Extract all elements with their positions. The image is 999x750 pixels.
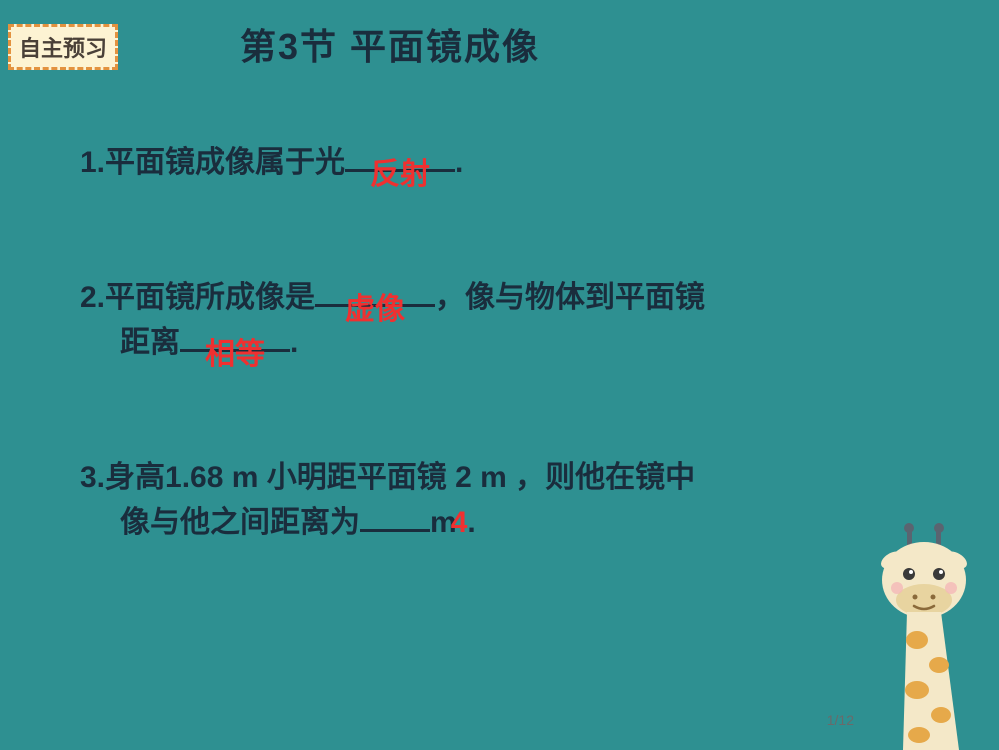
q2-line2-pre: 距离 [120,326,180,359]
badge-label: 自主预习 [19,36,107,61]
q3-answer: 4 [451,506,468,539]
q3-pre: 3.身高1.68 m 小明距平面镜 2 m ，则他在镜中 [80,461,695,494]
q2-mid: ，像与物体到平面镜 [435,281,705,314]
q2-post: . [290,326,298,359]
slide-title: 第3节 平面镜成像 [240,18,540,70]
q3-blank [360,529,430,532]
question-1: 1.平面镜成像属于光. 反射 [80,140,939,185]
question-2: 2.平面镜所成像是，像与物体到平面镜 虚像 距离. 相等 [80,275,939,365]
page-number: 1/12 [827,712,854,728]
question-3: 3.身高1.68 m 小明距平面镜 2 m ，则他在镜中 像与他之间距离为m4. [80,455,939,545]
q1-answer: 反射 [370,152,430,197]
q1-pre: 1.平面镜成像属于光 [80,146,345,179]
content-area: 1.平面镜成像属于光. 反射 2.平面镜所成像是，像与物体到平面镜 虚像 距离.… [80,140,939,545]
q1-post: . [455,146,463,179]
q2-pre: 2.平面镜所成像是 [80,281,315,314]
q2-answer-2: 相等 [205,332,265,377]
q3-line2-pre: 像与他之间距离为 [120,506,360,539]
slide: 自主预习 第3节 平面镜成像 1.平面镜成像属于光. 反射 2.平面镜所成像是 ，… [0,0,999,750]
badge-self-study: 自主预习 [8,24,118,70]
giraffe-icon [859,520,989,750]
q3-post: . [467,506,475,539]
